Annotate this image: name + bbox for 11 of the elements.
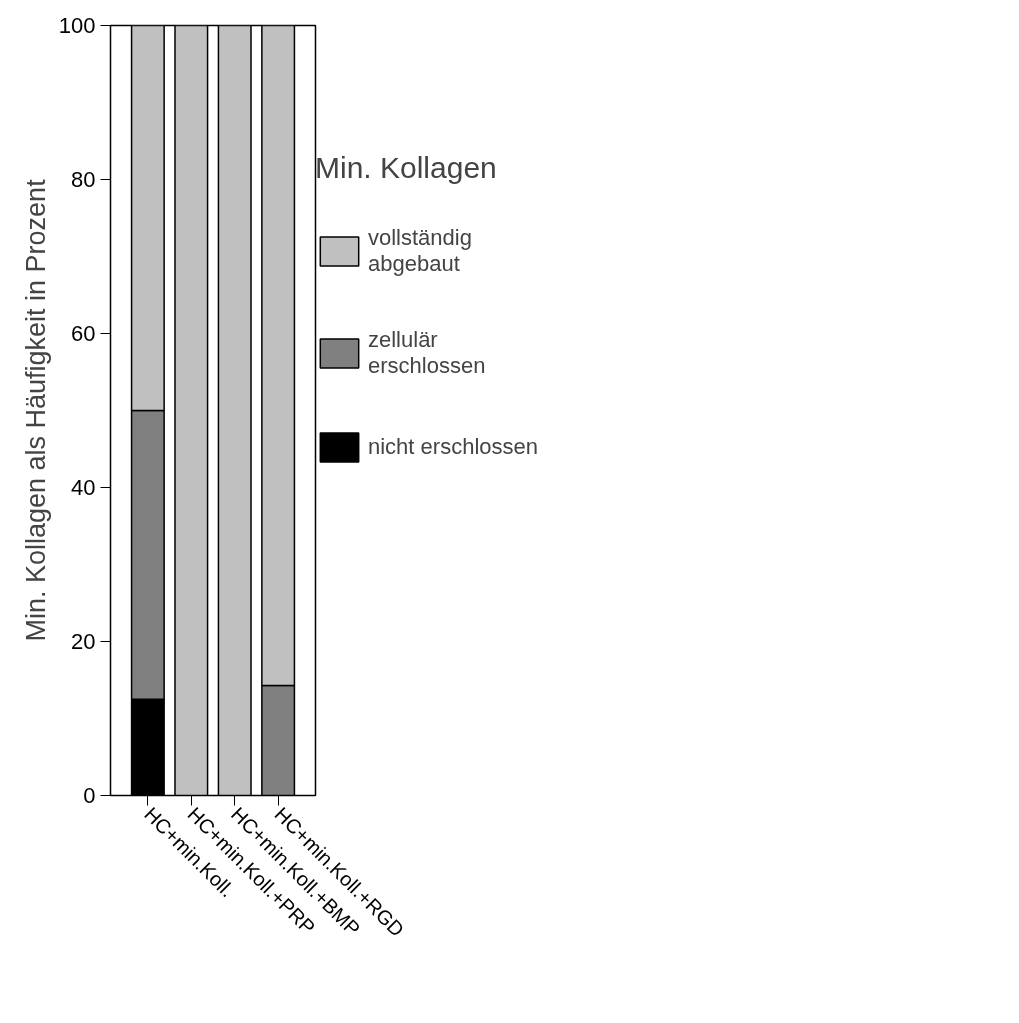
legend-label: nicht erschlossen bbox=[368, 434, 538, 460]
y-axis-title: Min. Kollagen als Häufigkeit in Prozent bbox=[20, 178, 51, 642]
y-tick-label: 80 bbox=[71, 167, 96, 192]
y-tick-label: 100 bbox=[58, 13, 96, 38]
y-tick-label: 40 bbox=[71, 475, 96, 500]
legend-label: vollständig abgebaut bbox=[368, 225, 472, 277]
y-tick-label: 60 bbox=[71, 321, 96, 346]
y-tick-label: 20 bbox=[71, 629, 96, 654]
legend-label: zellulär erschlossen bbox=[368, 327, 486, 379]
y-tick-label: 0 bbox=[83, 783, 96, 808]
legend-title: Min. Kollagen bbox=[315, 151, 498, 185]
